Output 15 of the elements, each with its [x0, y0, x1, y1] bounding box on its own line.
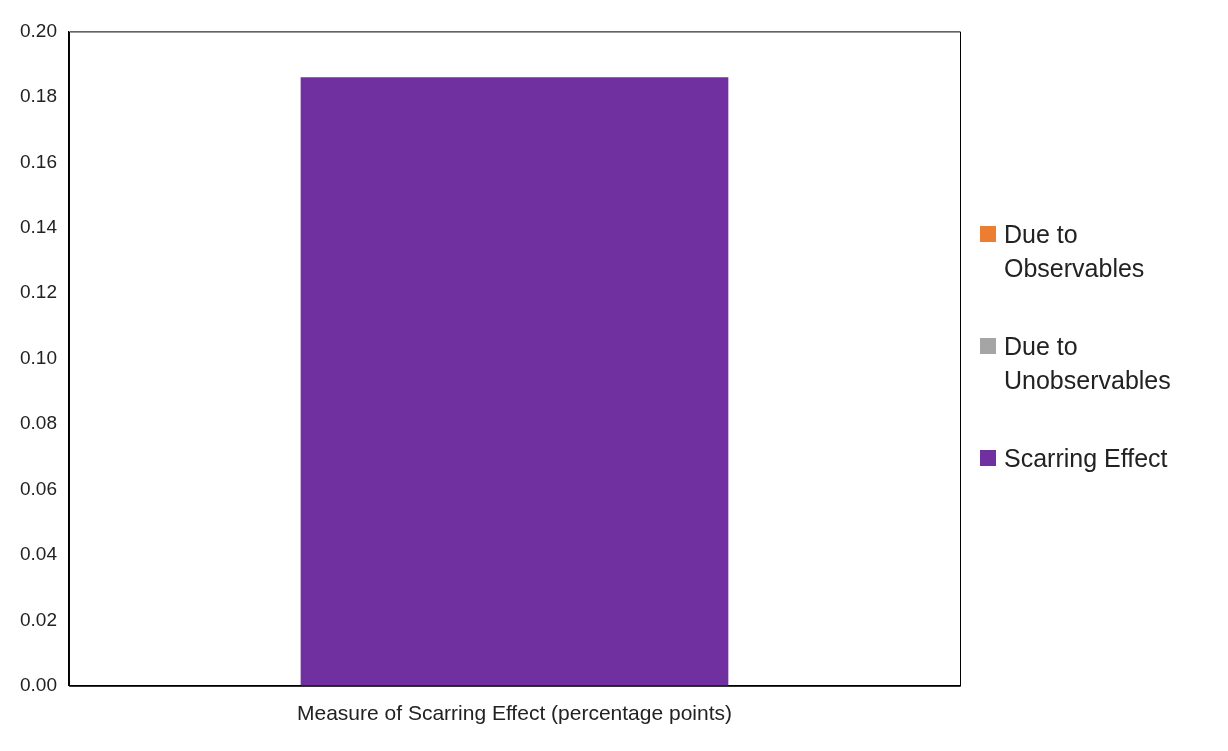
y-tick-label: 0.12 [20, 281, 57, 303]
y-tick-label: 0.10 [20, 346, 57, 368]
legend-label: Due to Observables [1004, 218, 1146, 284]
y-tick-label: 0.20 [20, 19, 57, 41]
x-tick-label: Measure of Scarring Effect (percentage points) [296, 701, 732, 725]
legend-label: Due to Unobservables [1004, 330, 1172, 396]
y-tick-label: 0.04 [20, 543, 58, 565]
y-tick-label: 0.18 [20, 85, 57, 107]
y-tick-label: 0.00 [20, 674, 57, 696]
legend-label: Scarring Effect [1004, 442, 1168, 474]
y-tick-label: 0.16 [20, 150, 57, 172]
y-tick-label: 0.14 [20, 215, 58, 237]
y-tick-label: 0.08 [20, 412, 57, 434]
y-tick-label: 0.06 [20, 477, 57, 499]
y-tick-label: 0.02 [20, 608, 57, 630]
